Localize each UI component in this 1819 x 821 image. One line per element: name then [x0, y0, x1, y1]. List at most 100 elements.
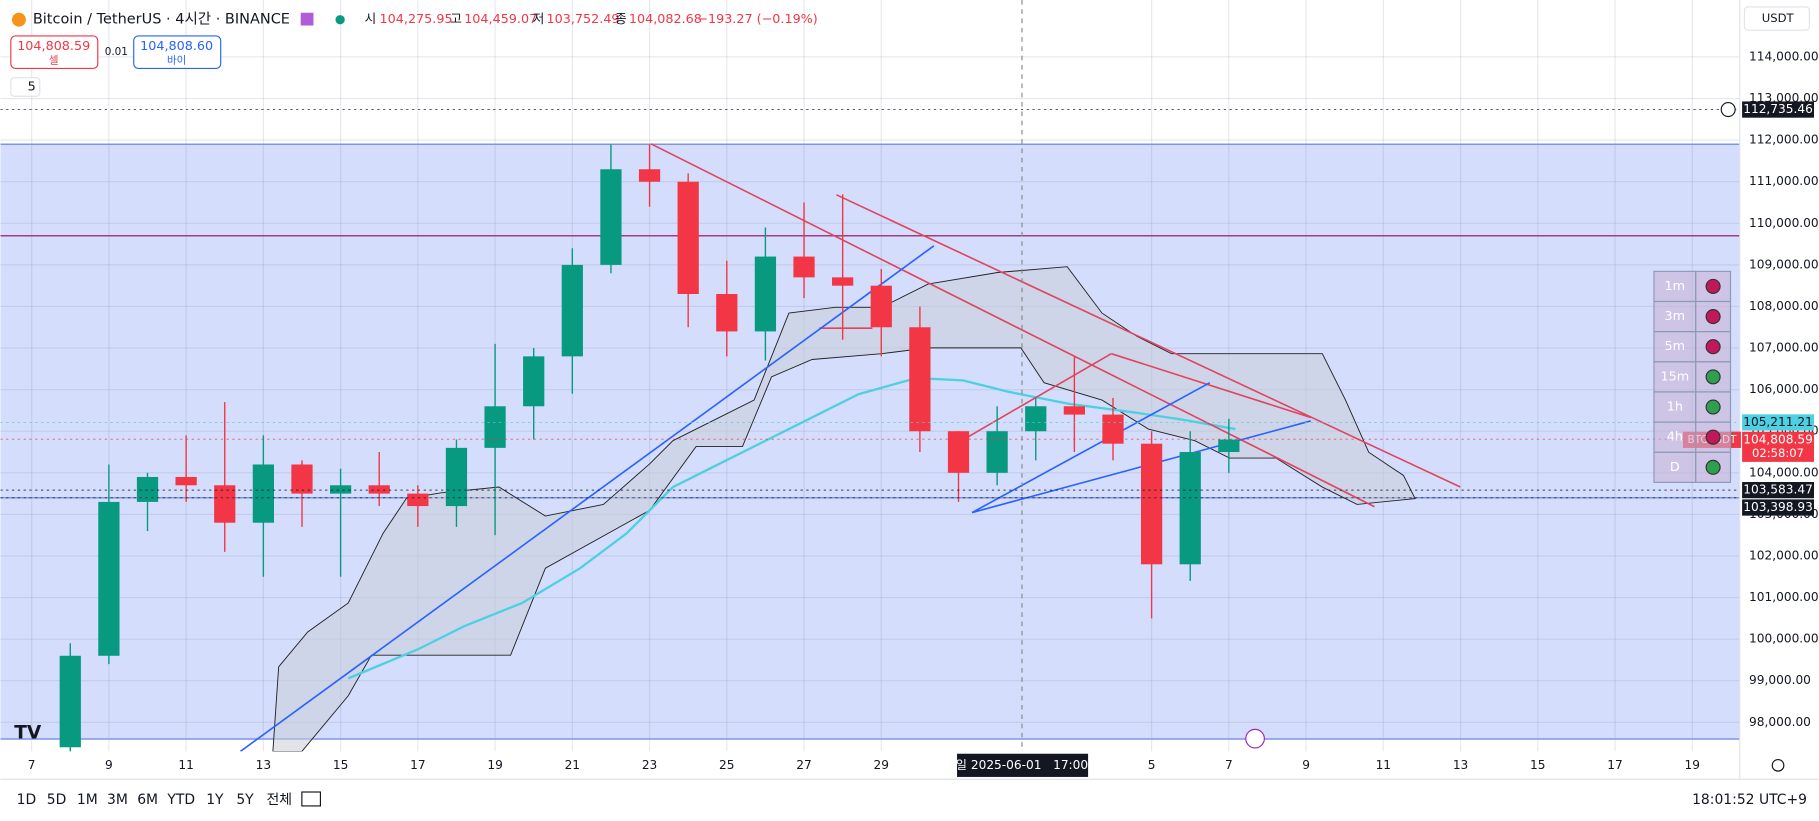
currency-button[interactable]	[1743, 6, 1810, 31]
market-dot	[335, 15, 345, 25]
x-tick-label: 7	[28, 758, 36, 772]
trend-line	[953, 352, 1112, 446]
status-dot	[1705, 429, 1721, 445]
x-tick-label: 25	[719, 758, 734, 772]
y-tick-label: 102,000.00	[1749, 548, 1819, 562]
y-tick-label: 114,000.00	[1749, 49, 1819, 63]
status-timeframe: 1h	[1667, 400, 1683, 415]
price-label-bg	[1742, 482, 1814, 499]
buy-button[interactable]	[133, 35, 222, 69]
candle-body	[986, 431, 1008, 473]
y-tick-label: 106,000.00	[1749, 382, 1819, 396]
price-label: 104,808.59	[1743, 432, 1813, 446]
timeframe-button[interactable]: 전체	[266, 792, 292, 808]
candle-body	[638, 169, 661, 182]
sell-price: 104,808.59	[17, 39, 90, 54]
status-cell	[1653, 421, 1697, 453]
price-label: 105,211.21	[1743, 415, 1813, 429]
x-tick-label: 13	[1453, 758, 1468, 772]
timeframe-button[interactable]: 6M	[137, 792, 158, 808]
calendar-icon[interactable]	[301, 791, 322, 807]
event-icon[interactable]	[1245, 728, 1265, 749]
candle-body	[947, 431, 970, 473]
candle-body	[1218, 439, 1240, 453]
candle-body	[523, 356, 545, 407]
timeframe-button[interactable]: 5D	[47, 792, 67, 808]
settings-icon[interactable]	[1771, 758, 1785, 772]
price-label-bg	[1742, 499, 1814, 516]
candle-body	[407, 493, 429, 507]
candle-body	[1179, 452, 1201, 565]
candle-body	[870, 285, 892, 328]
candle-body	[793, 256, 815, 278]
candle-body	[561, 264, 583, 357]
status-cell	[1653, 300, 1697, 333]
x-tick-label: 27	[796, 758, 811, 772]
trend-line	[836, 194, 1461, 488]
x-tick-label: 9	[1302, 758, 1310, 772]
price-label-bg	[1742, 101, 1814, 118]
y-tick-label: 107,000.00	[1749, 341, 1819, 355]
x-tick-label: 11	[178, 758, 193, 772]
timeframe-button[interactable]: 1Y	[206, 792, 224, 808]
timeframe-button[interactable]: 5Y	[236, 792, 254, 808]
x-tick-label: 9	[105, 758, 113, 772]
y-tick-label: 98,000.00	[1749, 715, 1811, 729]
x-tick-label: 19	[1685, 758, 1700, 772]
buy-price: 104,808.60	[140, 39, 213, 54]
price-label-bg	[1742, 414, 1814, 431]
x-tick-label: 15	[1530, 758, 1545, 772]
candle-body	[252, 464, 274, 523]
x-tick-label: 5	[1148, 758, 1156, 772]
trend-line	[971, 381, 1211, 514]
candle-body	[832, 277, 854, 286]
candle-body	[677, 181, 699, 294]
ohlc-label: 종	[615, 12, 627, 27]
crosshair-label-bg	[957, 753, 1089, 777]
y-tick-label: 112,000.00	[1749, 133, 1819, 147]
candle-body	[1025, 406, 1047, 432]
timeframe-button[interactable]: 1D	[17, 792, 37, 808]
price-label-bg	[1742, 431, 1814, 462]
x-tick-label: 17	[1607, 758, 1622, 772]
status-timeframe: D	[1670, 460, 1680, 475]
y-tick-label: 100,000.00	[1749, 632, 1819, 646]
add-alert-icon[interactable]	[1720, 102, 1736, 118]
timeframe-button[interactable]: 1M	[77, 792, 98, 808]
spread: 0.01	[105, 46, 128, 58]
status-timeframe: 15m	[1661, 369, 1690, 384]
y-tick-label: 110,000.00	[1749, 216, 1819, 230]
ohlc-label: 저	[533, 12, 545, 27]
indicator-toggle[interactable]	[10, 77, 41, 97]
x-tick-label: 19	[487, 758, 502, 772]
candle-body	[1063, 406, 1085, 415]
x-tick-label: 13	[256, 758, 271, 772]
trend-line	[1111, 352, 1311, 419]
timeframe-button[interactable]: 3M	[107, 792, 128, 808]
x-tick-label: 23	[642, 758, 657, 772]
y-tick-label: 99,000.00	[1749, 673, 1811, 687]
sell-button[interactable]	[10, 35, 99, 69]
ohlc-value: 104,275.95	[380, 12, 453, 27]
candle-body	[59, 655, 81, 748]
timeframe-button[interactable]: YTD	[166, 792, 195, 808]
y-tick-label: 111,000.00	[1749, 174, 1819, 188]
candle-body	[484, 406, 506, 448]
status-dot	[1705, 369, 1721, 385]
moving-average	[347, 376, 1236, 680]
zone	[0, 144, 1740, 739]
plot-area	[0, 0, 1740, 752]
x-tick-label: 7	[1225, 758, 1233, 772]
status-cell	[1653, 361, 1697, 393]
x-tick-label: 21	[565, 758, 580, 772]
cloud	[272, 266, 1416, 752]
candle-body	[600, 169, 622, 265]
x-tick-label: 11	[1376, 758, 1391, 772]
candle-body	[329, 485, 352, 494]
currency: USDT	[1762, 11, 1795, 25]
price-label: 112,735.46	[1743, 102, 1813, 116]
y-tick-label: 108,000.00	[1749, 299, 1819, 313]
toolbar: 1D 5D 1M 3M 6M YTD 1Y 5Y 전체	[17, 792, 292, 808]
status-timeframe: 1m	[1665, 279, 1686, 294]
logo: TV	[14, 722, 42, 743]
